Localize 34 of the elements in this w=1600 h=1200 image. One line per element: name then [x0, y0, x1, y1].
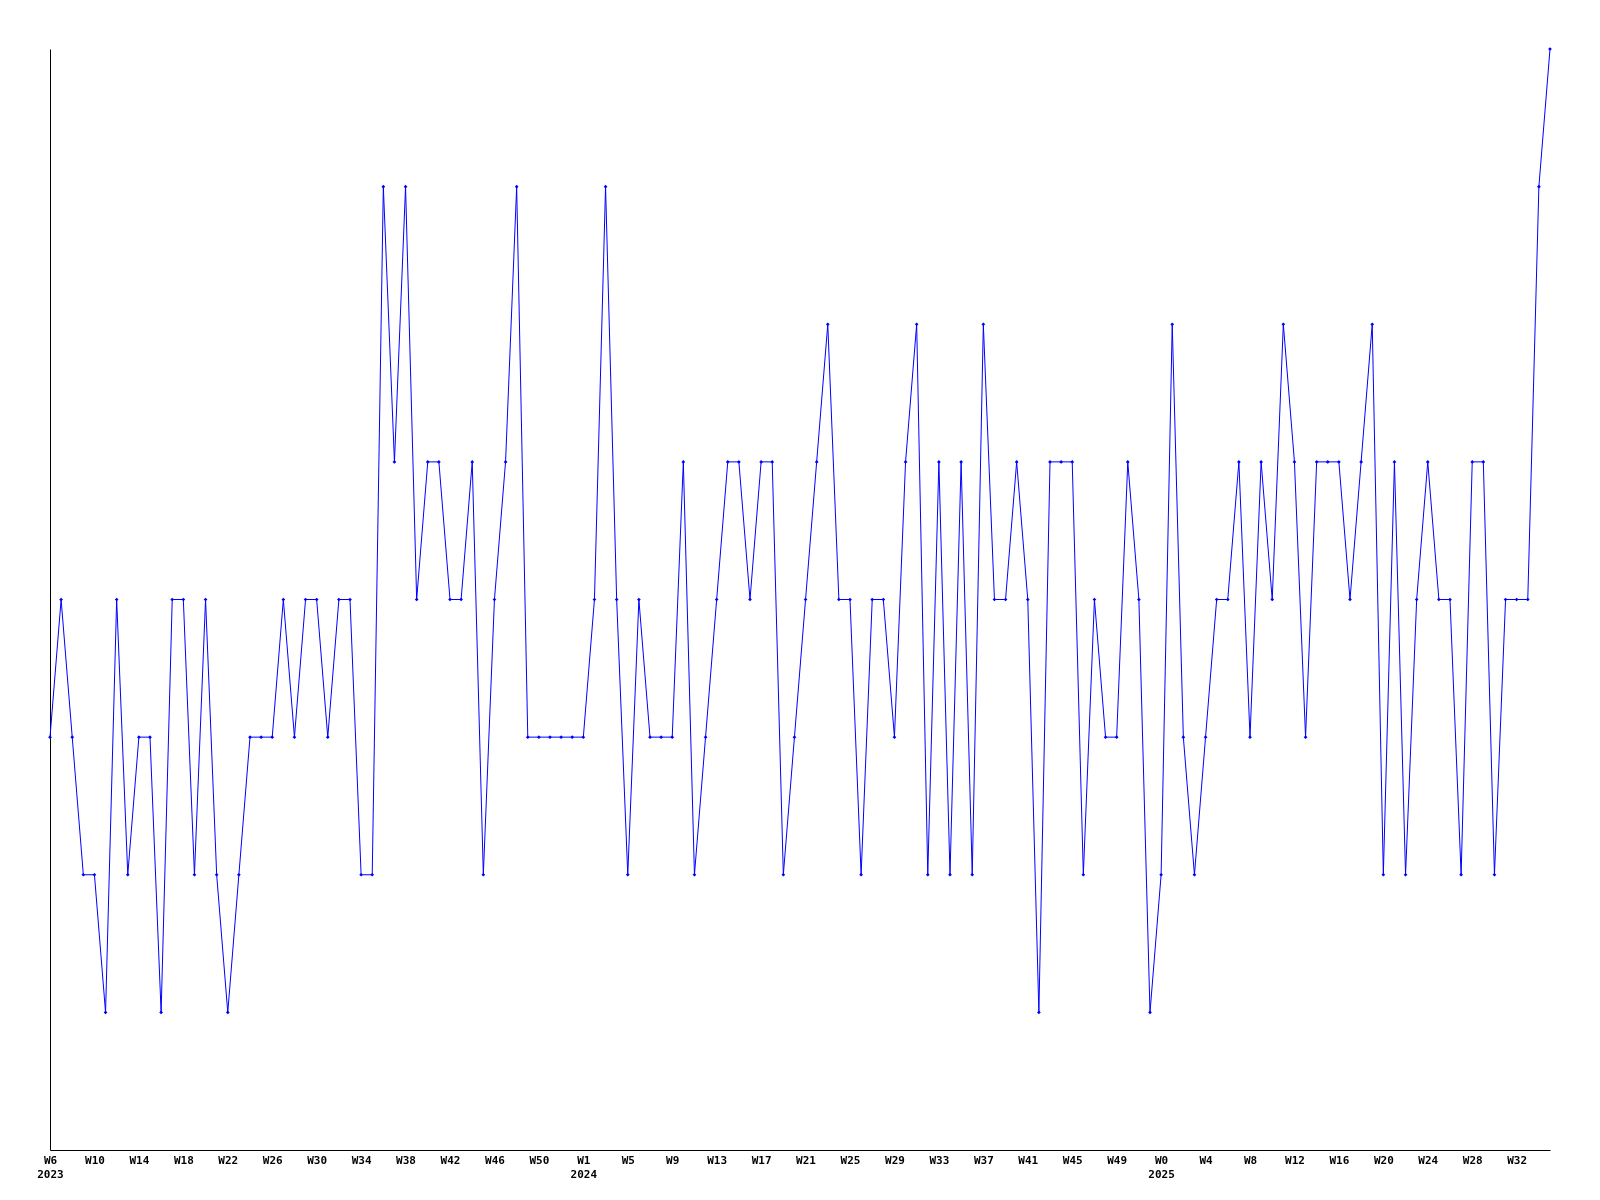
x-tick-label: W9 — [666, 1153, 680, 1167]
x-tick-label: W38 — [396, 1153, 416, 1167]
x-tick-label: W49 — [1107, 1153, 1128, 1167]
x-tick-label: W28 — [1462, 1153, 1483, 1167]
x-tick-label: W0 2025 — [1148, 1153, 1175, 1181]
x-tick-label: W14 — [129, 1153, 150, 1167]
x-tick-label: W34 — [351, 1153, 372, 1167]
x-tick-label: W29 — [885, 1153, 905, 1167]
x-tick-label: W42 — [440, 1153, 461, 1167]
x-tick-label: W50 — [529, 1153, 550, 1167]
x-tick-label: W30 — [307, 1153, 328, 1167]
x-tick-label: W13 — [707, 1153, 728, 1167]
x-tick-label: W5 — [621, 1153, 635, 1167]
x-tick-label: W45 — [1062, 1153, 1083, 1167]
x-tick-label: W12 — [1285, 1153, 1305, 1167]
x-tick-label: W8 — [1243, 1153, 1258, 1167]
x-tick-label: W25 — [840, 1153, 861, 1167]
x-tick-label: W6 2023 — [37, 1153, 64, 1181]
x-tick-label: W1 2024 — [570, 1153, 598, 1181]
x-tick-label: W20 — [1373, 1153, 1394, 1167]
x-tick-label: W24 — [1418, 1153, 1439, 1167]
x-tick-label: W16 — [1329, 1153, 1350, 1167]
x-tick-label: W33 — [929, 1153, 950, 1167]
x-tick-label: W46 — [485, 1153, 506, 1167]
x-tick-label: W21 — [796, 1153, 817, 1167]
x-tick-label: W26 — [262, 1153, 284, 1167]
x-tick-label: W41 — [1018, 1153, 1039, 1167]
x-tick-label: W18 — [173, 1153, 194, 1167]
x-tick-label: W4 — [1199, 1153, 1214, 1167]
x-tick-label: W37 — [973, 1153, 994, 1167]
x-tick-label: W10 — [85, 1153, 105, 1167]
x-tick-label: W22 — [218, 1153, 239, 1167]
x-tick-label: W17 — [751, 1153, 772, 1167]
x-tick-label: W32 — [1507, 1153, 1528, 1167]
